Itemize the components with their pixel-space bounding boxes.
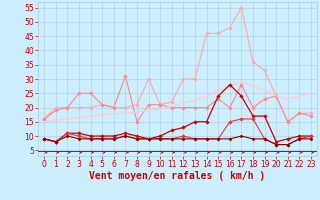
X-axis label: Vent moyen/en rafales ( km/h ): Vent moyen/en rafales ( km/h ) [90,171,266,181]
